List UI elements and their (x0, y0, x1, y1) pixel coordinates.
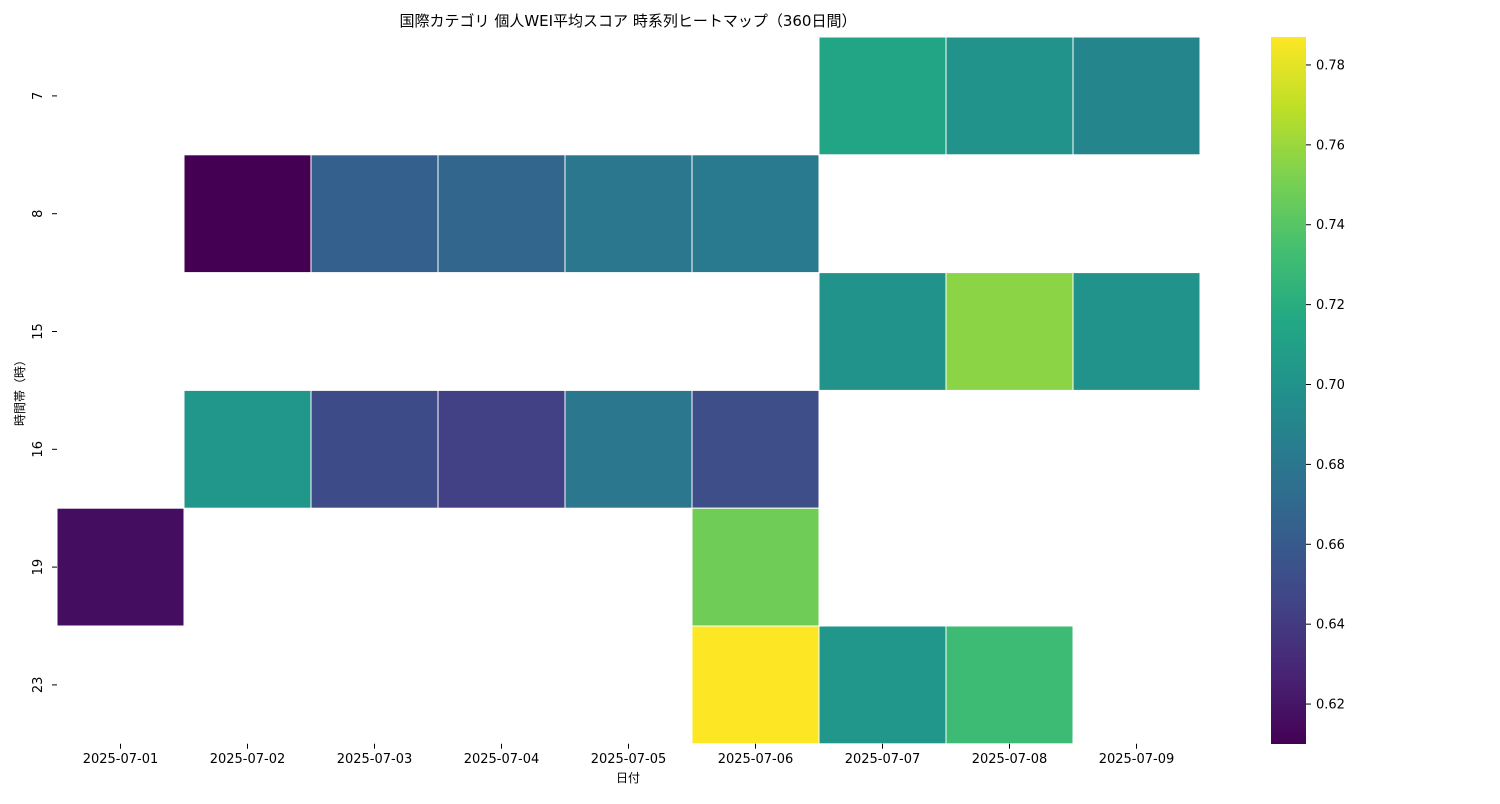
chart-title: 国際カテゴリ 個人WEI平均スコア 時系列ヒートマップ（360日間） (400, 12, 857, 30)
colorbar-tick-label: 0.72 (1316, 298, 1345, 313)
colorbar-tick-label: 0.64 (1316, 618, 1345, 633)
x-tick-label: 2025-07-06 (718, 752, 794, 767)
colorbar-tick-label: 0.76 (1316, 138, 1345, 153)
colorbar-tick-label: 0.68 (1316, 458, 1345, 473)
y-axis-ticks: 7 8 15 16 19 23 (31, 92, 57, 693)
heatmap-cell (691, 389, 820, 509)
heatmap-cell (564, 389, 693, 509)
x-tick-label: 2025-07-09 (1099, 752, 1175, 767)
heatmap-cell (691, 507, 820, 627)
y-axis-label: 時間帯（時） (13, 354, 27, 426)
colorbar-tick-label: 0.78 (1316, 58, 1345, 73)
y-tick-label: 7 (31, 92, 46, 100)
heatmap-cell (818, 272, 947, 391)
colorbar-tick-label: 0.70 (1316, 378, 1345, 393)
heatmap-cell (945, 625, 1074, 745)
y-tick-label: 19 (31, 559, 46, 576)
y-tick-label: 16 (31, 441, 46, 458)
x-tick-label: 2025-07-04 (464, 752, 540, 767)
heatmap-cell (818, 625, 947, 745)
x-tick-label: 2025-07-07 (845, 752, 921, 767)
x-tick-label: 2025-07-02 (210, 752, 286, 767)
x-tick-label: 2025-07-03 (337, 752, 413, 767)
heatmap-cell (437, 389, 566, 509)
y-tick-label: 8 (31, 210, 46, 218)
heatmap-cell (1072, 272, 1201, 391)
heatmap-cell (1072, 36, 1201, 156)
heatmap-cell (183, 389, 312, 509)
y-tick-label: 15 (31, 323, 46, 340)
y-tick-label: 23 (31, 677, 46, 694)
heatmap-cell (310, 389, 439, 509)
colorbar-ticks: 0.62 0.64 0.66 0.68 0.70 0.72 0.74 0.76 0.78 (1306, 58, 1345, 713)
x-tick-label: 2025-07-08 (972, 752, 1048, 767)
heatmap-cell (818, 36, 947, 156)
heatmap-cell (691, 154, 820, 274)
heatmap-cell (691, 625, 820, 745)
heatmap-cell (183, 154, 312, 274)
heatmap-cells (56, 36, 1201, 745)
heatmap-cell (945, 272, 1074, 391)
heatmap-cell (56, 507, 185, 627)
x-tick-label: 2025-07-05 (591, 752, 667, 767)
colorbar-tick-label: 0.62 (1316, 698, 1345, 713)
x-tick-label: 2025-07-01 (83, 752, 159, 767)
heatmap-cell (945, 36, 1074, 156)
colorbar-tick-label: 0.66 (1316, 538, 1345, 553)
x-axis-ticks: 2025-07-01 2025-07-02 2025-07-03 2025-07-04… (83, 743, 1175, 767)
heatmap-cell (564, 154, 693, 274)
colorbar-tick-label: 0.74 (1316, 218, 1345, 233)
heatmap-cell (310, 154, 439, 274)
x-axis-label: 日付 (616, 771, 640, 785)
colorbar (1271, 37, 1306, 744)
heatmap-cell (437, 154, 566, 274)
